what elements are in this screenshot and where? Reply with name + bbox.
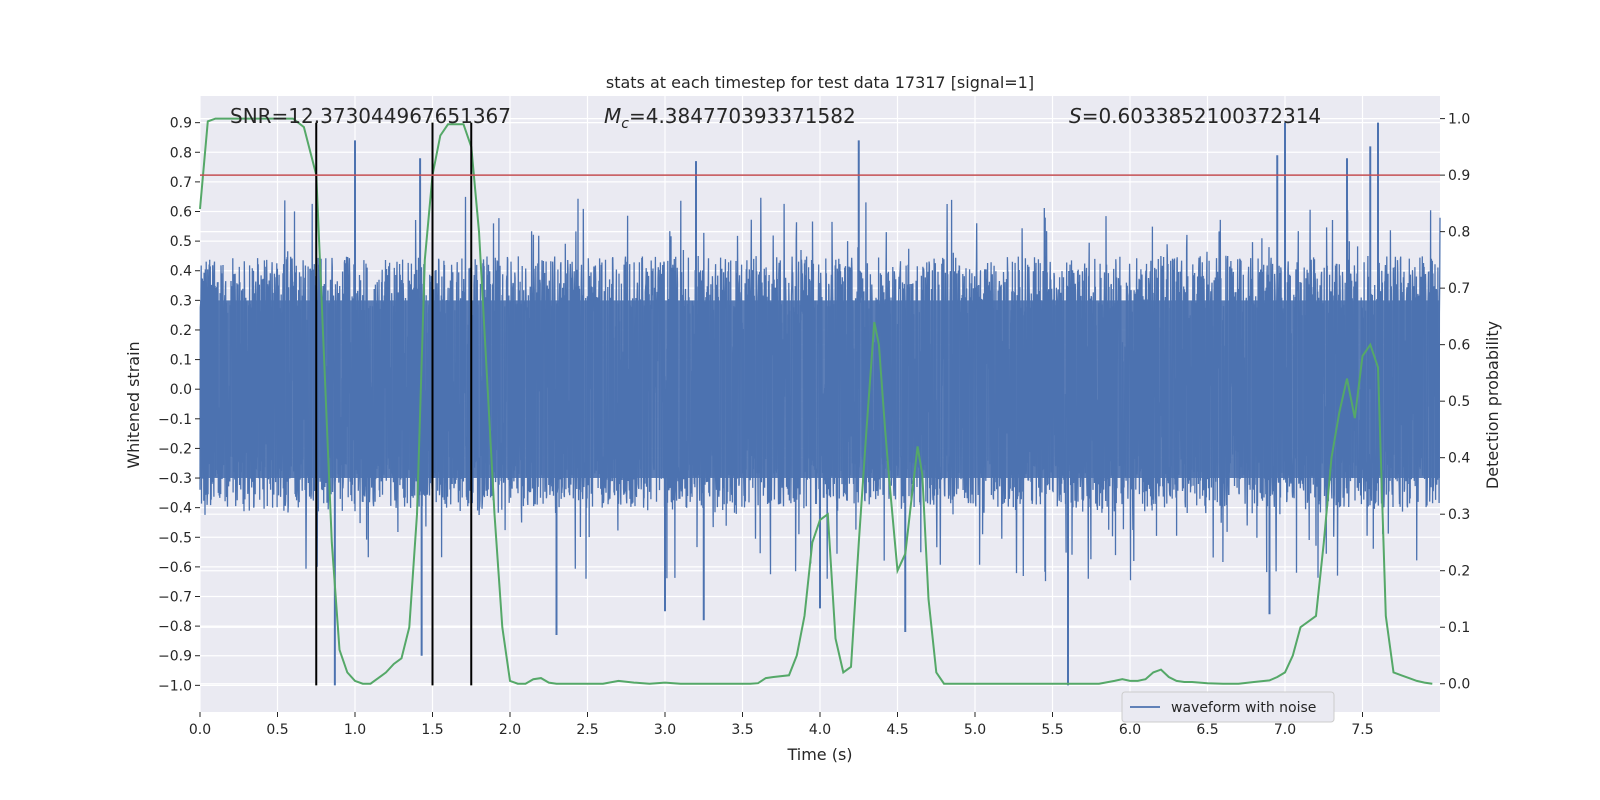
y-tick-label: 0.9	[170, 116, 192, 132]
y-right-tick-label: 0.9	[1448, 168, 1470, 184]
y-right-axis-label: Detection probability	[1483, 321, 1502, 489]
x-tick-label: 4.5	[886, 722, 908, 738]
probability-line	[199, 117, 1433, 685]
y-tick-label: 0.3	[170, 293, 192, 309]
y-tick-label: 0.7	[170, 175, 192, 191]
chart-title: stats at each timestep for test data 173…	[606, 73, 1034, 92]
y-tick-label: −0.2	[158, 441, 192, 457]
y-tick-label: 0.1	[170, 353, 192, 369]
x-tick-label: 7.0	[1274, 722, 1296, 738]
x-tick-label: 3.0	[654, 722, 676, 738]
y-tick-label: −0.9	[158, 649, 192, 665]
legend-box	[1121, 691, 1335, 723]
x-tick-label: 6.0	[1119, 722, 1141, 738]
chirp-mass-annotation: Mc=4.384770393371582	[604, 104, 856, 132]
y-right-tick-label: 0.4	[1448, 451, 1470, 467]
y-right-tick-label: 1.0	[1448, 112, 1470, 128]
legend-label: waveform with noise	[1171, 700, 1316, 716]
y-axis-ticks: 0.9 0.8 0.7 0.6 0.5 0.4 0.3 0.2 0.1 0.0 −0.1 −0.2 −0…	[158, 116, 200, 694]
y-tick-label: −0.7	[158, 590, 192, 606]
y-right-tick-label: 0.2	[1448, 564, 1470, 580]
chirp-mass-value: =4.384770393371582	[629, 104, 856, 128]
y-tick-label: −0.3	[158, 471, 192, 487]
trigger-lines	[315, 122, 473, 686]
x-tick-label: 5.5	[1041, 722, 1063, 738]
y-right-tick-label: 0.1	[1448, 620, 1470, 636]
x-tick-label: 0.0	[189, 722, 211, 738]
x-tick-label: 5.0	[964, 722, 986, 738]
s-annotation: S=0.6033852100372314	[1069, 104, 1321, 128]
x-axis-ticks: 0.0 0.5 1.0 1.5 2.0 2.5 3.0 3.5 4.0 4.5 5.0 5.5 6.0 6…	[189, 712, 1374, 738]
legend: waveform with noise	[1121, 691, 1335, 723]
y-right-tick-label: 0.6	[1448, 338, 1470, 354]
y-right-tick-label: 0.5	[1448, 394, 1470, 410]
x-tick-label: 6.5	[1196, 722, 1218, 738]
waveform-series	[199, 122, 1441, 686]
y-tick-label: −0.8	[158, 619, 192, 635]
y-tick-label: 0.0	[170, 382, 192, 398]
x-tick-label: 2.5	[576, 722, 598, 738]
y-tick-label: −0.1	[158, 412, 192, 428]
y-tick-label: 0.4	[170, 264, 192, 280]
y-tick-label: 0.2	[170, 323, 192, 339]
y-tick-label: 0.6	[170, 205, 192, 221]
y-tick-label: 0.5	[170, 234, 192, 250]
y-tick-label: −0.6	[158, 560, 192, 576]
x-tick-label: 7.5	[1351, 722, 1373, 738]
y-right-tick-label: 0.3	[1448, 507, 1470, 523]
x-tick-label: 2.0	[499, 722, 521, 738]
y-tick-label: −0.4	[158, 501, 192, 517]
x-tick-label: 0.5	[266, 722, 288, 738]
x-tick-label: 1.0	[344, 722, 366, 738]
chirp-mass-symbol: M	[604, 104, 621, 128]
y-right-tick-label: 0.7	[1448, 281, 1470, 297]
chirp-mass-subscript: c	[621, 116, 629, 132]
y-tick-label: 0.8	[170, 145, 192, 161]
x-axis-label: Time (s)	[786, 745, 852, 764]
y-right-axis-ticks: 1.0 0.9 0.8 0.7 0.6 0.5 0.4 0.3 0.2 0.1 0.0	[1440, 112, 1470, 693]
x-tick-label: 3.5	[731, 722, 753, 738]
y-right-tick-label: 0.8	[1448, 225, 1470, 241]
x-tick-label: 4.0	[809, 722, 831, 738]
y-right-tick-label: 0.0	[1448, 677, 1470, 693]
x-tick-label: 1.5	[421, 722, 443, 738]
y-tick-label: −1.0	[158, 678, 192, 694]
y-axis-label: Whitened strain	[124, 341, 143, 468]
y-tick-label: −0.5	[158, 530, 192, 546]
s-symbol: S	[1069, 104, 1082, 128]
s-value: =0.6033852100372314	[1082, 104, 1321, 128]
probability-series	[199, 117, 1433, 685]
snr-annotation: SNR=12.373044967651367	[230, 104, 511, 128]
